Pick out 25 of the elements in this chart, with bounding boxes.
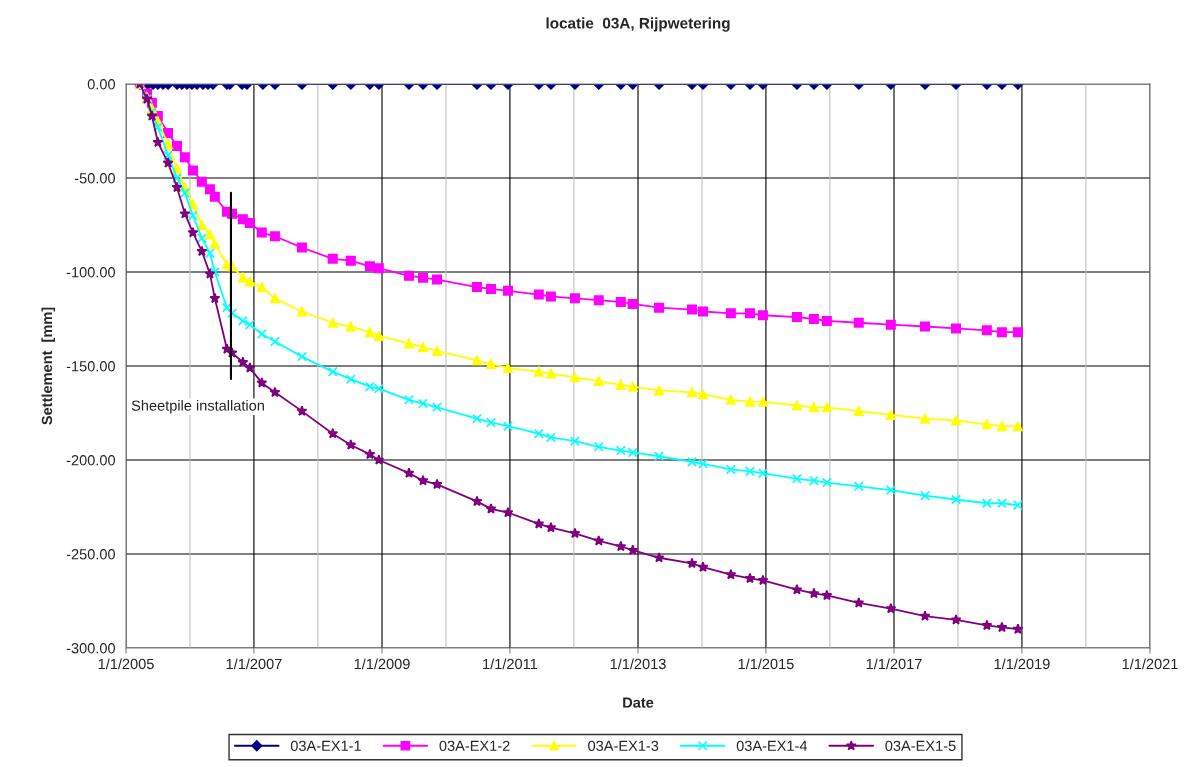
y-axis-title: Settlement [mm] [41,307,56,425]
y-tick-label: -100.00 [66,267,116,278]
x-tick-label: 1/1/2015 [738,658,794,670]
x-axis-title: Date [623,697,654,708]
x-tick-label: 1/1/2021 [1122,658,1178,670]
legend-label: 03A-EX1-2 [439,740,510,751]
x-tick-label: 1/1/2007 [226,658,282,670]
x-tick-label: 1/1/2019 [994,658,1050,670]
y-tick-label: -250.00 [66,549,116,560]
chart-title: locatie 03A, Rijpwetering [546,17,730,32]
x-tick-label: 1/1/2011 [483,658,538,670]
y-tick-label: -150.00 [66,361,116,372]
y-tick-label: 0.00 [87,79,116,90]
y-tick-label: -200.00 [66,455,116,466]
legend-label: 03A-EX1-5 [885,740,956,751]
y-tick-label: -50.00 [74,173,116,184]
legend-label: 03A-EX1-1 [290,740,361,751]
legend-label: 03A-EX1-3 [588,740,659,751]
y-tick-label: -300.00 [66,643,116,654]
x-tick-label: 1/1/2009 [354,658,410,670]
x-tick-label: 1/1/2005 [98,658,154,670]
x-tick-label: 1/1/2013 [610,658,666,670]
ref-line-label: Sheetpile installation [131,400,264,414]
legend-label: 03A-EX1-4 [736,740,808,751]
x-tick-label: 1/1/2017 [866,658,922,670]
